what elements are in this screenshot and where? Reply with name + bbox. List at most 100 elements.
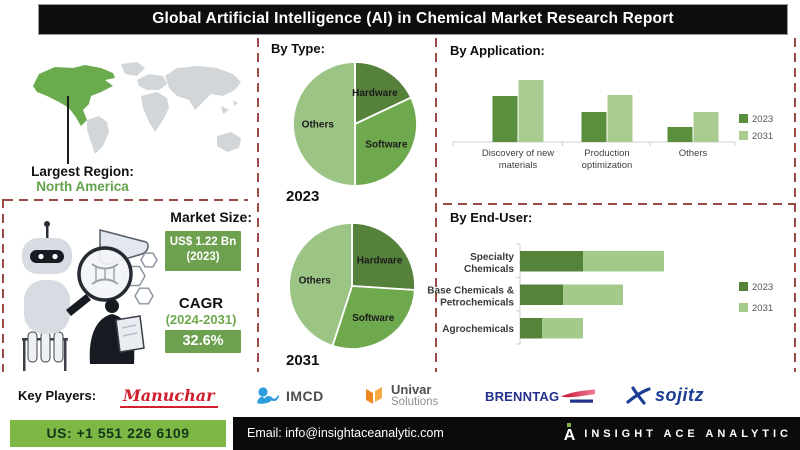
pie-chart-2031: Hardware Software Others <box>288 222 416 350</box>
divider-vertical-1 <box>257 38 259 372</box>
divider-left-horizontal <box>4 199 248 201</box>
map-north-america-highlight <box>33 65 115 126</box>
category-label: Production <box>584 148 629 159</box>
ai-research-illustration <box>22 221 158 371</box>
brenntag-wordmark: BRENNTAG <box>485 389 560 404</box>
bar-2023-base-chemicals-petrochemicals <box>520 284 563 305</box>
imcd-wordmark: IMCD <box>286 388 324 404</box>
sojitz-star-icon <box>626 386 651 405</box>
univar-wordmark-line2: Solutions <box>391 396 439 408</box>
brand-name: INSIGHT ACE ANALYTIC <box>584 427 792 440</box>
map-africa <box>141 92 169 132</box>
sojitz-wordmark: sojitz <box>655 385 705 405</box>
legend-swatch-2031 <box>739 303 748 312</box>
legend-swatch-2031 <box>739 131 748 140</box>
market-size-heading: Market Size: <box>170 209 252 225</box>
legend-label-2031: 2031 <box>752 303 773 314</box>
scientist-icon <box>89 299 145 364</box>
bar-2023-production-optimization <box>581 112 607 142</box>
pie-2023-label-others: Others <box>302 120 335 131</box>
legend-label-2023: 2023 <box>752 114 773 125</box>
bar-2031-production-optimization <box>607 95 633 142</box>
logo-accent-dot <box>567 423 572 427</box>
map-asia <box>165 66 241 110</box>
largest-region-value: North America <box>36 179 129 194</box>
pie-2031-label-software: Software <box>352 313 395 324</box>
bar-2031-specialty-chemicals <box>583 251 664 272</box>
section-by-application: By Application: <box>450 43 545 58</box>
pie-2031-slice-hardware <box>351 222 416 291</box>
logo-univar-solutions: Univar Solutions <box>363 383 438 408</box>
market-size-value-box: US$ 1.22 Bn (2023) <box>165 231 241 271</box>
category-label: Others <box>679 148 708 159</box>
category-label: Discovery of new <box>482 148 554 159</box>
category-label: Agrochemicals <box>442 324 514 335</box>
logo-brenntag: BRENNTAG <box>485 389 596 404</box>
brand-block: A INSIGHT ACE ANALYTIC <box>564 417 792 450</box>
category-label: Specialty <box>470 252 514 263</box>
tube-rack-leg-right <box>64 338 67 371</box>
world-map <box>33 62 241 154</box>
map-australia <box>217 132 241 152</box>
legend-swatch-2023 <box>739 282 748 291</box>
logo-manuchar: Manuchar <box>120 386 218 408</box>
insight-ace-logo-icon: A <box>563 423 576 444</box>
imcd-wave-icon <box>257 387 279 404</box>
category-label: Chemicals <box>464 264 514 275</box>
category-label: Petrochemicals <box>440 297 514 308</box>
logo-imcd: IMCD <box>256 387 324 405</box>
legend-swatch-2023 <box>739 114 748 123</box>
market-size-year: (2023) <box>186 251 220 263</box>
divider-vertical-right-edge <box>794 38 796 372</box>
divider-vertical-2 <box>435 38 437 372</box>
pie-2031-slice-software <box>331 285 416 350</box>
map-south-america <box>87 116 109 154</box>
divider-vertical-left-edge <box>2 199 4 372</box>
category-label: materials <box>499 160 538 171</box>
magnifier-icon <box>66 246 133 316</box>
logo-letter: A <box>563 427 576 444</box>
bar-2031-discovery-of-new-materials <box>518 80 544 142</box>
univar-wordmark-line1: Univar <box>391 382 432 397</box>
legend-label-2031: 2031 <box>752 131 773 142</box>
cagr-period: (2024-2031) <box>165 312 237 327</box>
cagr-label: CAGR <box>178 295 224 312</box>
pie-2023-label-hardware: Hardware <box>352 88 398 99</box>
pie-chart-2023: Hardware Software Others <box>292 61 418 187</box>
legend-label-2023: 2023 <box>752 282 773 293</box>
section-by-end-user: By End-User: <box>450 210 533 225</box>
bar-2023-agrochemicals <box>520 318 542 339</box>
univar-cube-icon <box>366 386 382 404</box>
pie-2031-slice-others <box>288 222 353 348</box>
section-by-type: By Type: <box>271 41 325 56</box>
page-title: Global Artificial Intelligence (AI) in C… <box>38 4 788 35</box>
phone-contact: US: +1 551 226 6109 <box>10 420 226 447</box>
pie-2023-slice-hardware <box>354 61 413 126</box>
brenntag-swoosh-icon <box>561 389 596 403</box>
logo-sojitz: sojitz <box>626 385 704 406</box>
robot-icon <box>22 221 72 334</box>
bar-2031-others <box>693 112 719 142</box>
pie-2023-slice-others <box>292 61 356 187</box>
bar-2031-base-chemicals-petrochemicals <box>563 284 623 305</box>
bottom-bar: Email: info@insightaceanalytic.com A INS… <box>233 417 800 450</box>
bar-2023-others <box>667 127 693 142</box>
key-players-label: Key Players: <box>18 388 97 403</box>
bar-2031-agrochemicals <box>542 318 583 339</box>
category-label: Base Chemicals & <box>427 285 514 296</box>
bar-2023-discovery-of-new-materials <box>492 96 518 142</box>
map-greenland <box>121 62 145 76</box>
pie-2031-label-hardware: Hardware <box>357 256 403 267</box>
map-southeast-asia <box>221 100 238 114</box>
divider-right-horizontal <box>443 203 795 205</box>
pie-2031-label-others: Others <box>299 276 332 287</box>
pie-2023-slice-software <box>354 96 418 187</box>
category-label: optimization <box>582 160 633 171</box>
region-pointer-line <box>67 96 69 164</box>
map-europe <box>137 74 167 90</box>
tube-rack-leg-left <box>23 338 26 371</box>
largest-region-label: Largest Region: <box>31 164 134 179</box>
